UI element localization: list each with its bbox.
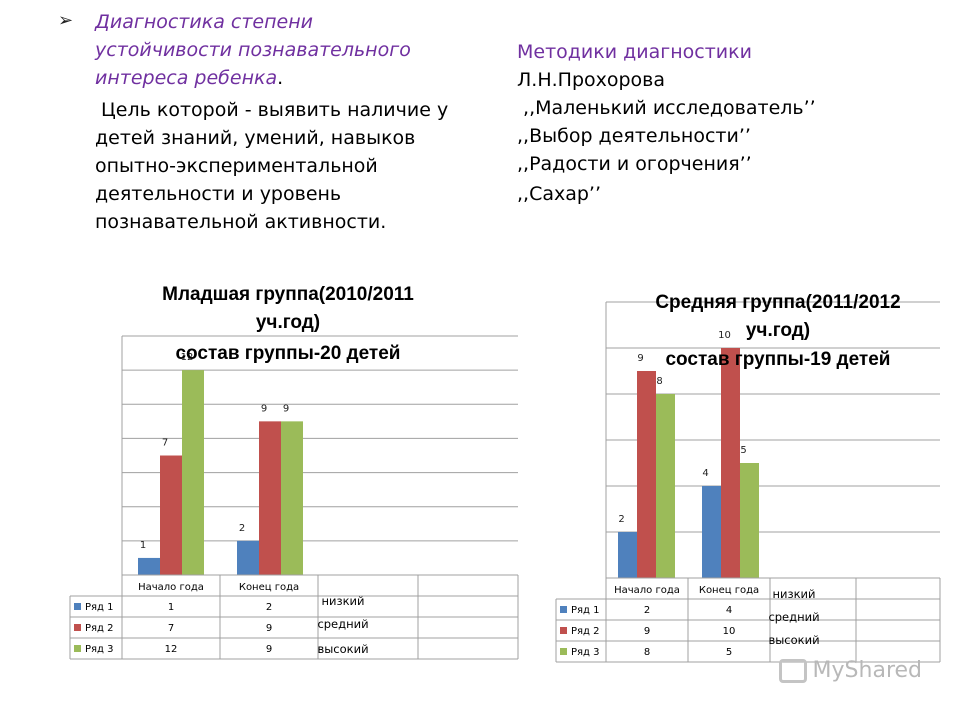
chart2-category-label: Конец года [699, 585, 759, 596]
method-2: ,,Выбор деятельности’’ [517, 125, 751, 147]
chart2-data-label: 9 [637, 353, 643, 364]
watermark: MyShared [778, 658, 922, 683]
chart1-series-name: Ряд 2 [85, 623, 114, 634]
chart2-data-label: 2 [618, 514, 624, 525]
diagnostic-title-line-2: устойчивости познавательного [95, 39, 411, 61]
method-3: ,,Радости и огорчения’’ [517, 153, 752, 175]
chart1-data-label: 9 [283, 403, 289, 414]
chart2-title-line-2: уч.год) [745, 320, 811, 341]
methods-title: Методики диагностики [517, 41, 752, 63]
chart1-level-label: высокий [317, 642, 368, 656]
chart2-bar [740, 463, 759, 578]
chart1-data-label: 9 [261, 403, 267, 414]
chart2-level-label: высокий [768, 633, 819, 647]
watermark-logo-icon [778, 659, 807, 683]
chart2-data-label: 8 [656, 376, 662, 387]
diagnostic-title-line-3: интереса ребенка. [95, 64, 283, 92]
goal-line-4: деятельности и уровень [95, 183, 342, 205]
methods-author: Л.Н.Прохорова [517, 69, 666, 91]
chart1-title-line-3: состав группы-20 детей [175, 343, 401, 364]
chart2-data-label: 4 [702, 468, 708, 479]
chart1-data-label: 1 [140, 540, 146, 551]
chart2-table-value: 8 [644, 647, 650, 658]
goal-line-1: Цель которой - выявить наличие у [95, 99, 449, 121]
chart1-legend-key [74, 645, 81, 652]
chart1-bar [259, 421, 281, 575]
chart2-category-label: Начало года [614, 585, 680, 596]
chart1-data-label: 7 [162, 438, 168, 449]
goal-line-5: познавательной активности. [95, 211, 387, 233]
chart1-bar [281, 421, 303, 575]
chart2-series-name: Ряд 3 [571, 647, 600, 658]
diagnostic-title-line-3-text: интереса ребенка [95, 67, 278, 89]
chart2-bar [721, 348, 740, 578]
chart2-title-line-3: состав группы-19 детей [665, 349, 891, 370]
watermark-text: MyShared [812, 658, 922, 683]
chart2-table-value: 2 [644, 605, 650, 616]
chart1-title-line-1: Младшая группа(2010/2011 [162, 284, 414, 305]
chart1-level-label: низкий [321, 594, 364, 608]
chart2-series-name: Ряд 2 [571, 626, 600, 637]
chart1-series-name: Ряд 1 [85, 602, 114, 613]
chart1-series-name: Ряд 3 [85, 644, 114, 655]
chart1-table-value: 7 [168, 623, 174, 634]
chart1-table-value: 1 [168, 602, 174, 613]
diagnostic-title-period: . [277, 67, 284, 89]
goal-line-2: детей знаний, умений, навыков [95, 127, 416, 149]
diagnostic-title-line-1: Диагностика степени [95, 11, 313, 33]
chart1-data-label: 2 [239, 523, 245, 534]
chart2-table-value: 5 [726, 647, 732, 658]
chart1-legend-key [74, 624, 81, 631]
chart1-table-value: 12 [165, 644, 178, 655]
chart2-data-label: 5 [740, 445, 746, 456]
chart1-table-value: 9 [266, 623, 272, 634]
chart2-legend-key [560, 648, 567, 655]
chart2-data-label: 10 [718, 330, 731, 341]
method-4: ,,Сахар’’ [517, 183, 602, 205]
chart1-level-label: средний [317, 617, 368, 631]
chart2-table-value: 10 [723, 626, 736, 637]
chart1-data-label: 12 [181, 352, 194, 363]
chart1-bar [237, 540, 259, 575]
chart1-table-value: 2 [266, 602, 272, 613]
bullet-arrow-icon: ➢ [58, 10, 74, 31]
chart2-bar [637, 371, 656, 578]
chart1-title-line-2: уч.год) [255, 312, 321, 333]
goal-line-3: опытно-экспериментальной [95, 155, 378, 177]
chart2-series-name: Ряд 1 [571, 605, 600, 616]
chart2-bar [702, 486, 721, 578]
chart1-bar [182, 370, 204, 575]
chart2-legend-key [560, 627, 567, 634]
chart2-table-value: 4 [726, 605, 732, 616]
chart1-bar [160, 455, 182, 575]
chart1-table-value: 9 [266, 644, 272, 655]
chart2-title-line-1: Средняя группа(2011/2012 [655, 292, 901, 313]
chart1-legend-key [74, 603, 81, 610]
chart2-table-value: 9 [644, 626, 650, 637]
chart1-category-label: Начало года [138, 582, 204, 593]
chart2-level-label: низкий [772, 587, 815, 601]
method-1: ,,Маленький исследователь’’ [517, 97, 816, 119]
chart2-bar [656, 394, 675, 578]
chart1-category-label: Конец года [239, 582, 299, 593]
chart1-bar [138, 557, 160, 575]
chart2-bar [618, 532, 637, 578]
chart2-legend-key [560, 606, 567, 613]
chart2-level-label: средний [768, 610, 819, 624]
